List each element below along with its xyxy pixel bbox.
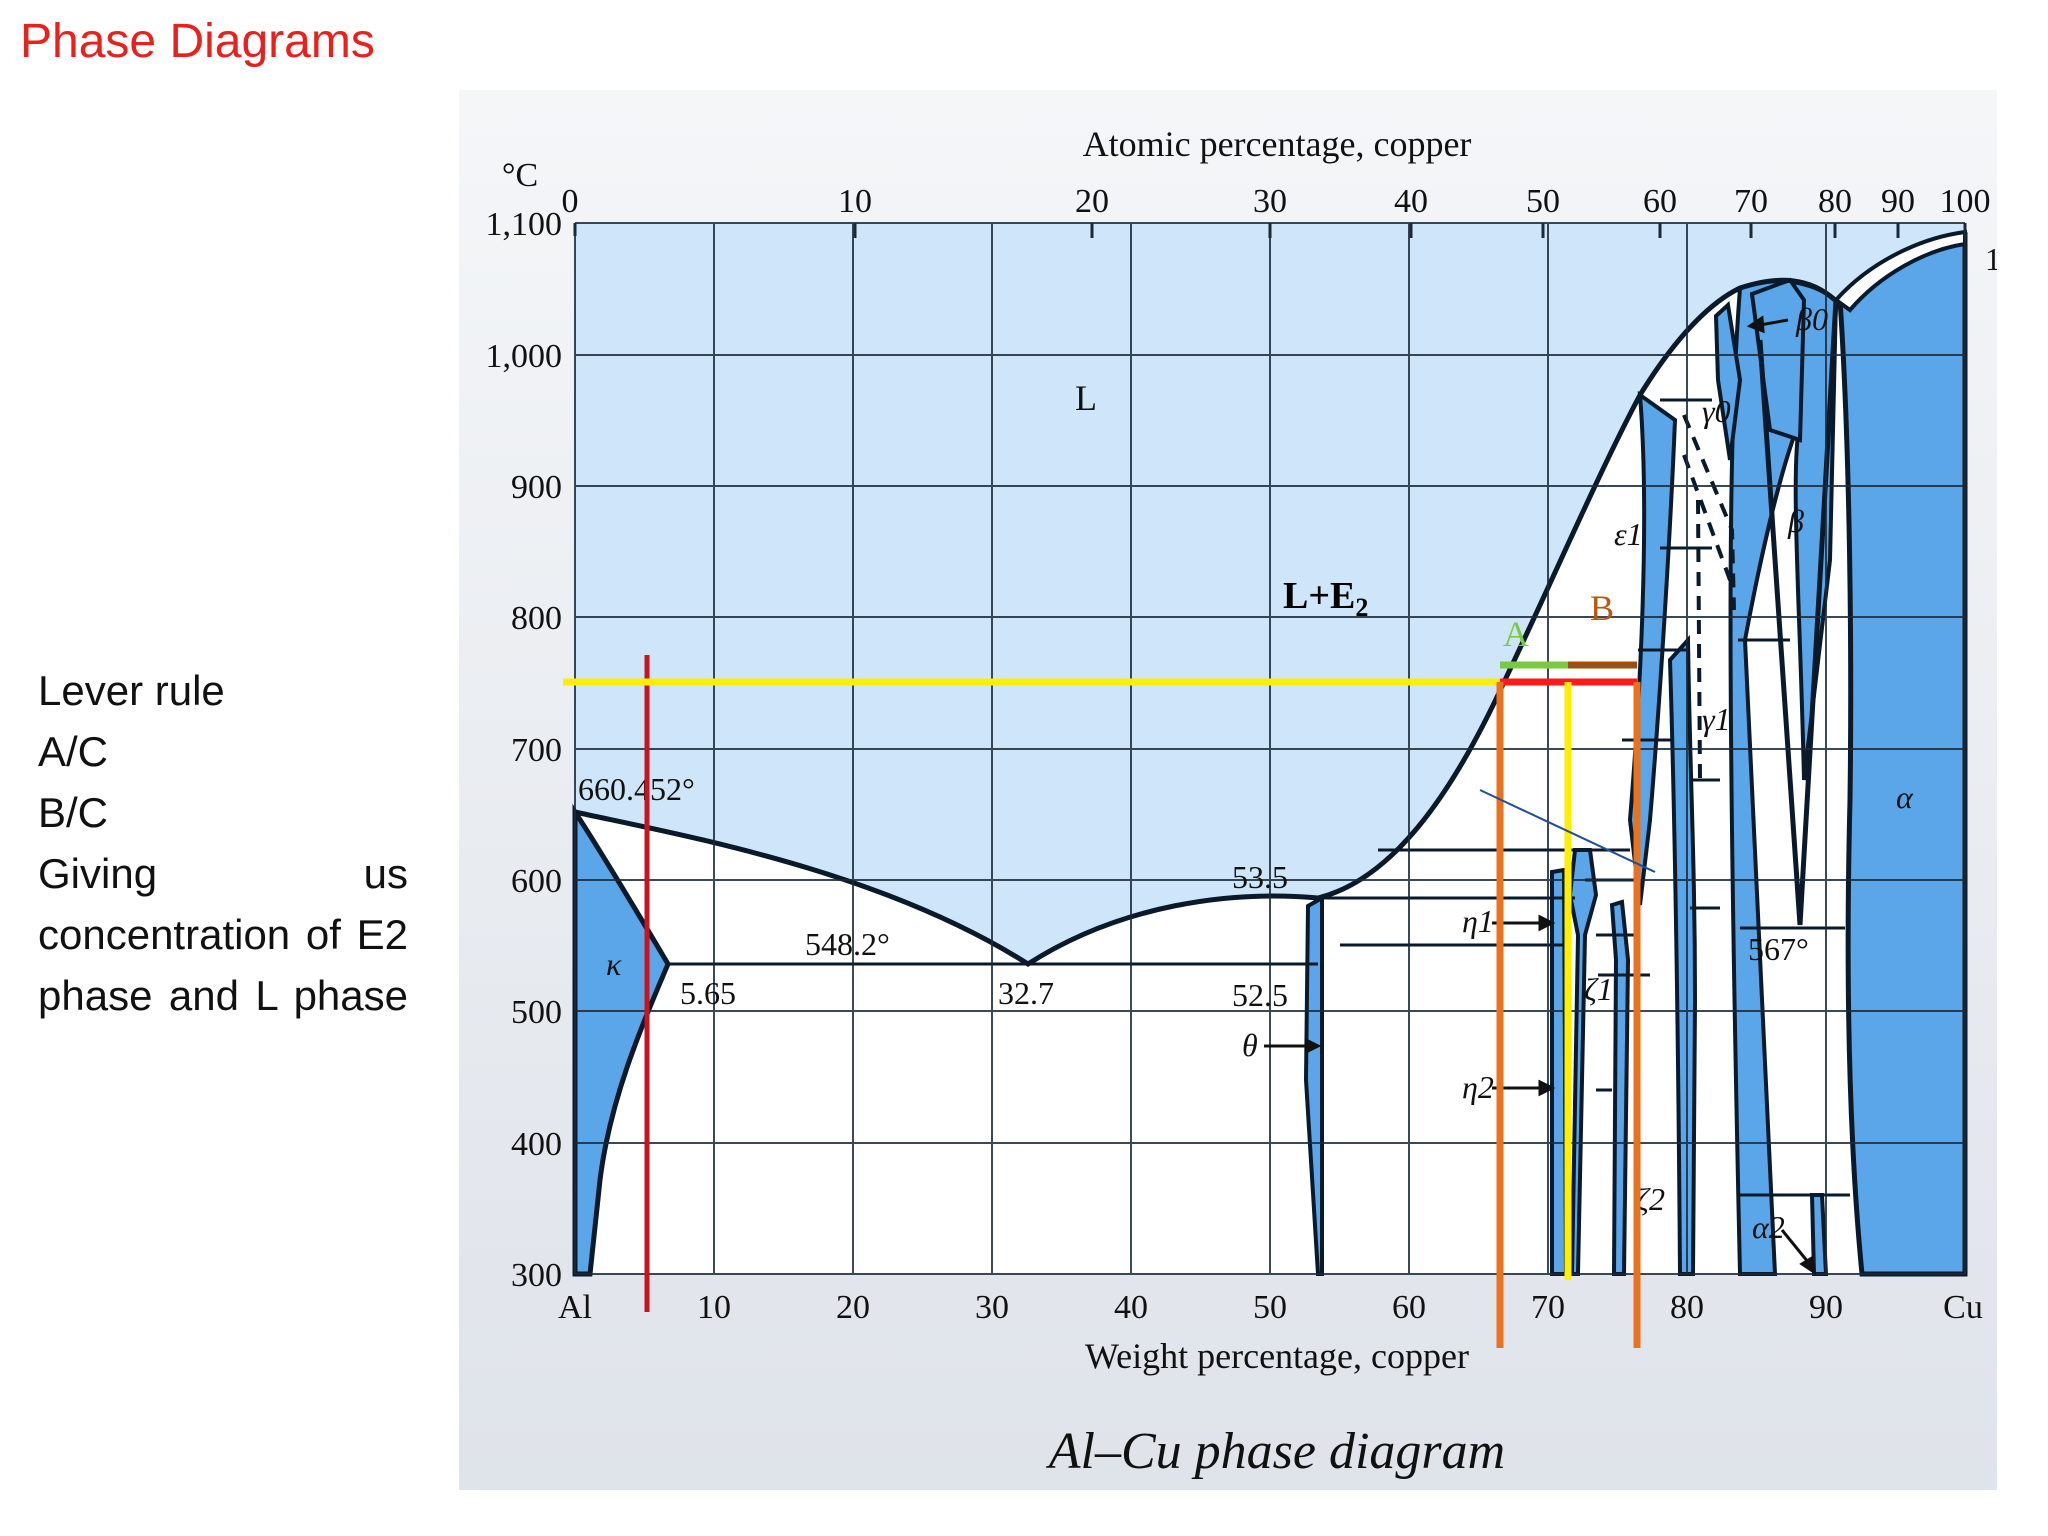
melting-point-label: 660.452° — [578, 771, 695, 807]
alpha-region — [1837, 232, 1968, 1277]
top-tick-label: 100 — [1940, 183, 1991, 220]
region-labels: L 660.452° 548.2° 5.65 32.7 53.5 52.5 θ … — [578, 301, 1914, 1245]
top-tick-label: 0 — [562, 183, 579, 220]
note-line: B/C — [38, 789, 109, 836]
diagram-caption: Al–Cu phase diagram — [1046, 1423, 1505, 1480]
phase-diagram-panel: Atomic percentage, copper Weight percent… — [459, 90, 2009, 1490]
top-tick-label: 50 — [1526, 183, 1560, 220]
y-tick-label: 1,100 — [486, 206, 563, 243]
alpha2-label: α2 — [1752, 1209, 1785, 1245]
beta-valley — [1757, 299, 1839, 926]
kappa-label: κ — [606, 946, 622, 982]
top-tick-label: 30 — [1253, 183, 1287, 220]
bottom-axis-tick-labels: Al 10 20 30 40 50 60 70 80 90 Cu — [558, 1289, 1983, 1326]
bottom-tick-label: 70 — [1531, 1289, 1565, 1326]
top-tick-label: 90 — [1881, 183, 1915, 220]
y-tick-label: 600 — [511, 863, 562, 900]
liquid-label: L — [1075, 378, 1097, 418]
top-tick-label: 20 — [1075, 183, 1109, 220]
zeta-region — [1609, 899, 1631, 1276]
y-tick-label: 900 — [511, 469, 562, 506]
lever-annotations: L+E2 A B — [1283, 575, 1614, 654]
bottom-tick-label: 90 — [1809, 1289, 1843, 1326]
two-phase-region-label: L+E2 — [1283, 575, 1368, 622]
y-tick-label: 1,000 — [486, 338, 563, 375]
bottom-tick-label: 50 — [1253, 1289, 1287, 1326]
beta-label: β — [1787, 503, 1804, 539]
top-tick-label: 70 — [1734, 183, 1768, 220]
top-axis-ticks — [573, 223, 1967, 238]
pointer-line — [1479, 789, 1656, 873]
lever-a-label: A — [1503, 614, 1529, 654]
lever-b-label: B — [1590, 588, 1614, 628]
top-tick-label: 40 — [1394, 183, 1428, 220]
phase-diagram-svg: Atomic percentage, copper Weight percent… — [459, 90, 2009, 1490]
note-line: A/C — [38, 728, 109, 775]
lever-rule-notes: Lever rule A/C B/C Giving us concentrati… — [38, 660, 408, 1026]
note-paragraph: Giving us concentration of E2 phase and … — [38, 850, 408, 1019]
theta-top-label: 53.5 — [1232, 859, 1288, 895]
top-axis-tick-labels: 0 10 20 30 40 50 60 70 80 90 100 — [562, 183, 1991, 220]
gamma0-label: γ0 — [1702, 393, 1731, 429]
top-axis-title: Atomic percentage, copper — [1083, 124, 1472, 164]
solid-two-phase-region — [575, 280, 1868, 1275]
top-tick-label: 10 — [838, 183, 872, 220]
y-tick-label: 500 — [511, 994, 562, 1031]
bottom-tick-label: 80 — [1670, 1289, 1704, 1326]
eutectic-composition-label: 32.7 — [998, 975, 1054, 1011]
y-tick-label: 700 — [511, 732, 562, 769]
beta0-label: β0 — [1795, 301, 1828, 337]
bottom-tick-label: Al — [558, 1289, 592, 1326]
slide-title: Phase Diagrams — [20, 15, 375, 68]
liquidus-curve — [574, 277, 1844, 967]
zeta1-label: ζ1 — [1584, 971, 1613, 1007]
theta-label: θ — [1242, 1027, 1258, 1063]
bottom-tick-label: 60 — [1392, 1289, 1426, 1326]
gamma1-label: γ1 — [1702, 701, 1731, 737]
bottom-tick-label: 10 — [697, 1289, 731, 1326]
y-tick-label: 300 — [511, 1257, 562, 1294]
grid — [574, 222, 1966, 1275]
eta-region — [1550, 867, 1569, 1276]
y-axis-tick-labels: 1,100 1,000 900 800 700 600 500 400 300 — [486, 206, 563, 1294]
eta1-label: η1 — [1462, 903, 1494, 939]
zeta2-label: ζ2 — [1636, 1181, 1665, 1217]
label-arrows — [1264, 315, 1816, 1276]
theta-bottom-label: 52.5 — [1232, 977, 1288, 1013]
ordering-dashes — [1682, 414, 1736, 781]
top-tick-label: 60 — [1643, 183, 1677, 220]
bottom-tick-label: 40 — [1114, 1289, 1148, 1326]
alpha-label: α — [1896, 779, 1914, 815]
solvus-label: 5.65 — [680, 975, 736, 1011]
gamma1-region — [1667, 634, 1698, 1276]
bottom-tick-label: 30 — [975, 1289, 1009, 1326]
y-tick-label: 800 — [511, 600, 562, 637]
eutectic-temperature-label: 548.2° — [805, 926, 890, 962]
eta2-label: η2 — [1462, 1069, 1494, 1105]
note-line: Lever rule — [38, 667, 225, 714]
y-tick-label: 400 — [511, 1126, 562, 1163]
gamma0-region — [1713, 301, 1743, 461]
bottom-axis-title: Weight percentage, copper — [1085, 1336, 1469, 1376]
bottom-tick-label: Cu — [1943, 1289, 1983, 1326]
clipped-label: 1, — [1985, 241, 1997, 277]
epsilon1-label: ε1 — [1614, 516, 1643, 552]
y-unit-label: °C — [502, 157, 538, 194]
eutectoid-temperature-label: 567° — [1748, 931, 1809, 967]
bottom-tick-label: 20 — [836, 1289, 870, 1326]
top-tick-label: 80 — [1818, 183, 1852, 220]
